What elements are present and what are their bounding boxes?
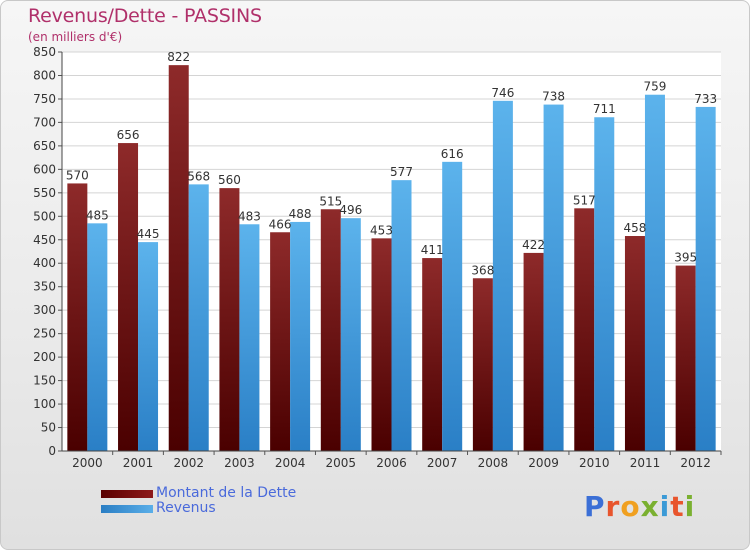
bar-revenue-2001 <box>138 242 159 451</box>
bar-revenue-2002 <box>188 184 209 451</box>
x-tick-label: 2007 <box>427 456 458 470</box>
x-tick-label: 2008 <box>478 456 509 470</box>
y-tick-label: 850 <box>33 45 56 59</box>
y-tick-label: 300 <box>33 303 56 317</box>
bar-debt-2008 <box>472 278 493 451</box>
data-label-debt: 515 <box>319 194 342 208</box>
bar-debt-2004 <box>270 232 291 451</box>
bar-revenue-2011 <box>644 94 665 452</box>
x-tick-label: 2005 <box>326 456 357 470</box>
x-tick-label: 2012 <box>680 456 711 470</box>
data-label-debt: 411 <box>421 243 444 257</box>
y-tick-label: 650 <box>33 139 56 153</box>
legend-label-revenue: Revenus <box>156 500 216 516</box>
bar-revenue-2010 <box>594 117 615 452</box>
bar-revenue-2009 <box>543 104 564 451</box>
bar-revenue-2005 <box>340 218 361 451</box>
y-tick-label: 550 <box>33 186 56 200</box>
data-label-revenue: 485 <box>86 208 109 222</box>
data-label-debt: 368 <box>471 263 494 277</box>
data-label-revenue: 746 <box>491 86 514 100</box>
bar-debt-2012 <box>675 265 696 451</box>
x-tick-label: 2003 <box>224 456 255 470</box>
logo-letter: r <box>605 490 621 523</box>
y-tick-label: 200 <box>33 350 56 364</box>
y-tick-label: 400 <box>33 256 56 270</box>
bar-debt-2011 <box>624 236 645 451</box>
bar-revenue-2000 <box>87 223 108 451</box>
data-label-debt: 656 <box>117 128 140 142</box>
y-tick-label: 100 <box>33 397 56 411</box>
y-tick-label: 150 <box>33 374 56 388</box>
proxiti-logo: Proxiti <box>584 490 695 523</box>
bar-debt-2001 <box>118 143 139 451</box>
bar-debt-2010 <box>574 208 595 451</box>
y-tick-label: 0 <box>48 444 56 458</box>
data-label-debt: 560 <box>218 173 241 187</box>
logo-letter: i <box>659 490 671 523</box>
y-tick-label: 50 <box>41 421 56 435</box>
x-tick-label: 2010 <box>579 456 610 470</box>
bar-debt-2007 <box>422 258 443 451</box>
data-label-revenue: 568 <box>187 169 210 183</box>
data-label-revenue: 733 <box>694 92 717 106</box>
x-tick-label: 2006 <box>376 456 407 470</box>
bar-debt-2006 <box>371 238 392 451</box>
y-tick-label: 600 <box>33 162 56 176</box>
bar-revenue-2003 <box>239 224 260 451</box>
data-label-debt: 466 <box>269 217 292 231</box>
data-label-revenue: 711 <box>593 102 616 116</box>
bar-revenue-2004 <box>290 221 311 451</box>
chart-subtitle: (en milliers d'€) <box>28 30 123 44</box>
x-tick-label: 2011 <box>630 456 661 470</box>
bar-revenue-2007 <box>442 161 463 451</box>
logo-letter: t <box>670 490 685 523</box>
data-label-revenue: 483 <box>238 209 261 223</box>
y-tick-label: 250 <box>33 327 56 341</box>
legend-swatch-debt <box>101 490 153 498</box>
data-label-revenue: 759 <box>644 80 667 94</box>
x-tick-label: 2000 <box>72 456 103 470</box>
chart-title: Revenus/Dette - PASSINS <box>28 5 262 27</box>
y-tick-label: 750 <box>33 92 56 106</box>
y-tick-label: 700 <box>33 115 56 129</box>
data-label-debt: 453 <box>370 223 393 237</box>
data-label-debt: 395 <box>674 251 697 265</box>
y-tick-label: 500 <box>33 209 56 223</box>
x-tick-label: 2009 <box>528 456 559 470</box>
y-tick-label: 800 <box>33 68 56 82</box>
data-label-revenue: 488 <box>289 207 312 221</box>
bar-debt-2000 <box>67 183 88 451</box>
bar-debt-2009 <box>523 252 544 451</box>
data-label-debt: 422 <box>522 238 545 252</box>
data-label-debt: 458 <box>624 221 647 235</box>
bar-debt-2003 <box>219 188 240 452</box>
data-label-revenue: 616 <box>441 147 464 161</box>
bar-debt-2005 <box>320 209 341 451</box>
data-label-revenue: 496 <box>339 203 362 217</box>
data-label-revenue: 738 <box>542 90 565 104</box>
y-tick-label: 350 <box>33 280 56 294</box>
data-label-revenue: 577 <box>390 165 413 179</box>
x-tick-label: 2004 <box>275 456 306 470</box>
bar-revenue-2012 <box>695 106 716 451</box>
data-label-revenue: 445 <box>137 227 160 241</box>
y-tick-label: 450 <box>33 233 56 247</box>
logo-letter: i <box>684 490 696 523</box>
data-label-debt: 822 <box>167 50 190 64</box>
data-label-debt: 517 <box>573 193 596 207</box>
logo-letter: P <box>584 490 606 523</box>
logo-letter: o <box>620 490 641 523</box>
bar-debt-2002 <box>168 65 189 452</box>
legend-swatch-revenue <box>101 505 153 513</box>
bar-revenue-2006 <box>391 180 412 451</box>
x-tick-label: 2002 <box>173 456 204 470</box>
data-label-debt: 570 <box>66 168 89 182</box>
x-tick-label: 2001 <box>123 456 154 470</box>
bar-revenue-2008 <box>492 100 513 452</box>
legend-label-debt: Montant de la Dette <box>156 485 297 501</box>
logo-letter: x <box>640 490 660 523</box>
